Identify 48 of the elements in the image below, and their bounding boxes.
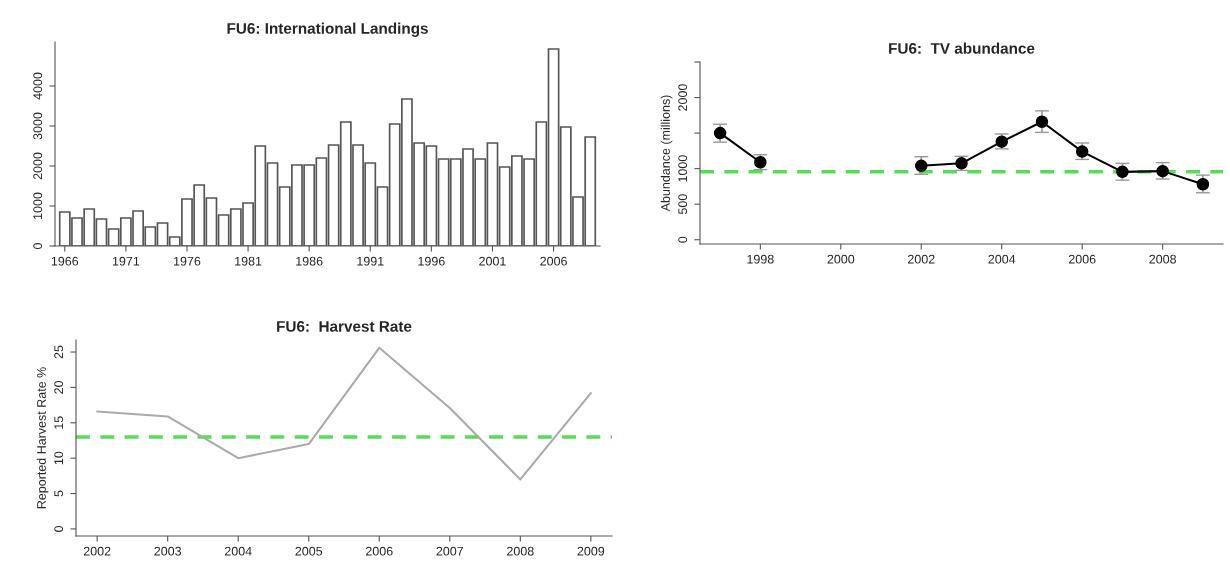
x-tick-label: 2007 xyxy=(436,546,464,556)
x-tick-label: 2008 xyxy=(1149,254,1177,264)
y-tick-label: 2000 xyxy=(678,84,688,111)
x-tick-label: 1991 xyxy=(357,256,384,266)
x-tick-label: 2002 xyxy=(908,254,935,264)
x-tick-label: 1976 xyxy=(174,256,201,266)
y-axis-title: Abundance (millions) xyxy=(660,95,673,212)
x-tick-label: 1971 xyxy=(112,256,140,266)
y-tick-label: 3000 xyxy=(33,112,43,140)
point xyxy=(713,126,727,140)
y-tick-label: 500 xyxy=(678,194,688,215)
point xyxy=(915,159,928,173)
x-tick-label: 2009 xyxy=(577,546,605,556)
y-tick-label: 0 xyxy=(54,525,64,532)
x-tick-label: 2005 xyxy=(295,546,323,556)
x-tick-label: 2001 xyxy=(479,256,506,266)
y-tick-label: 15 xyxy=(54,416,64,429)
y-tick-label: 4000 xyxy=(33,72,43,100)
chart-title: FU6: Harvest Rate xyxy=(277,321,412,332)
x-tick-label: 1966 xyxy=(51,256,79,266)
x-tick-label: 2006 xyxy=(365,546,393,556)
chart-title: FU6: International Landings xyxy=(227,22,428,37)
x-tick-label: 1996 xyxy=(418,256,445,266)
x-tick-label: 1998 xyxy=(747,254,774,264)
y-tick-label: 0 xyxy=(678,236,688,243)
x-tick-label: 2008 xyxy=(507,546,534,556)
y-tick-label: 0 xyxy=(33,243,43,249)
line-series xyxy=(96,346,592,481)
y-tick-label: 20 xyxy=(54,380,64,394)
y-tick-label: 1000 xyxy=(678,155,688,182)
x-tick-label: 2003 xyxy=(154,546,182,556)
x-tick-label: 1981 xyxy=(235,256,262,266)
x-tick-label: 2006 xyxy=(540,256,567,266)
chart-title: FU6: TV abundance xyxy=(889,42,1035,54)
y-tick-label: 5 xyxy=(54,490,64,497)
y-tick-label: 2000 xyxy=(33,152,43,180)
x-tick-label: 2004 xyxy=(988,254,1016,264)
point xyxy=(1196,178,1210,191)
x-tick-label: 2004 xyxy=(224,546,252,556)
y-tick-label: 10 xyxy=(54,451,64,465)
point xyxy=(1035,115,1049,128)
x-tick-label: 2002 xyxy=(83,546,111,556)
y-tick-label: 25 xyxy=(54,345,64,359)
x-tick-label: 1986 xyxy=(296,256,323,266)
x-tick-label: 2006 xyxy=(1068,254,1096,264)
x-tick-label: 2000 xyxy=(827,254,855,264)
y-axis-title: Reported Harvest Rate % xyxy=(36,367,49,509)
y-tick-label: 1000 xyxy=(33,192,43,219)
